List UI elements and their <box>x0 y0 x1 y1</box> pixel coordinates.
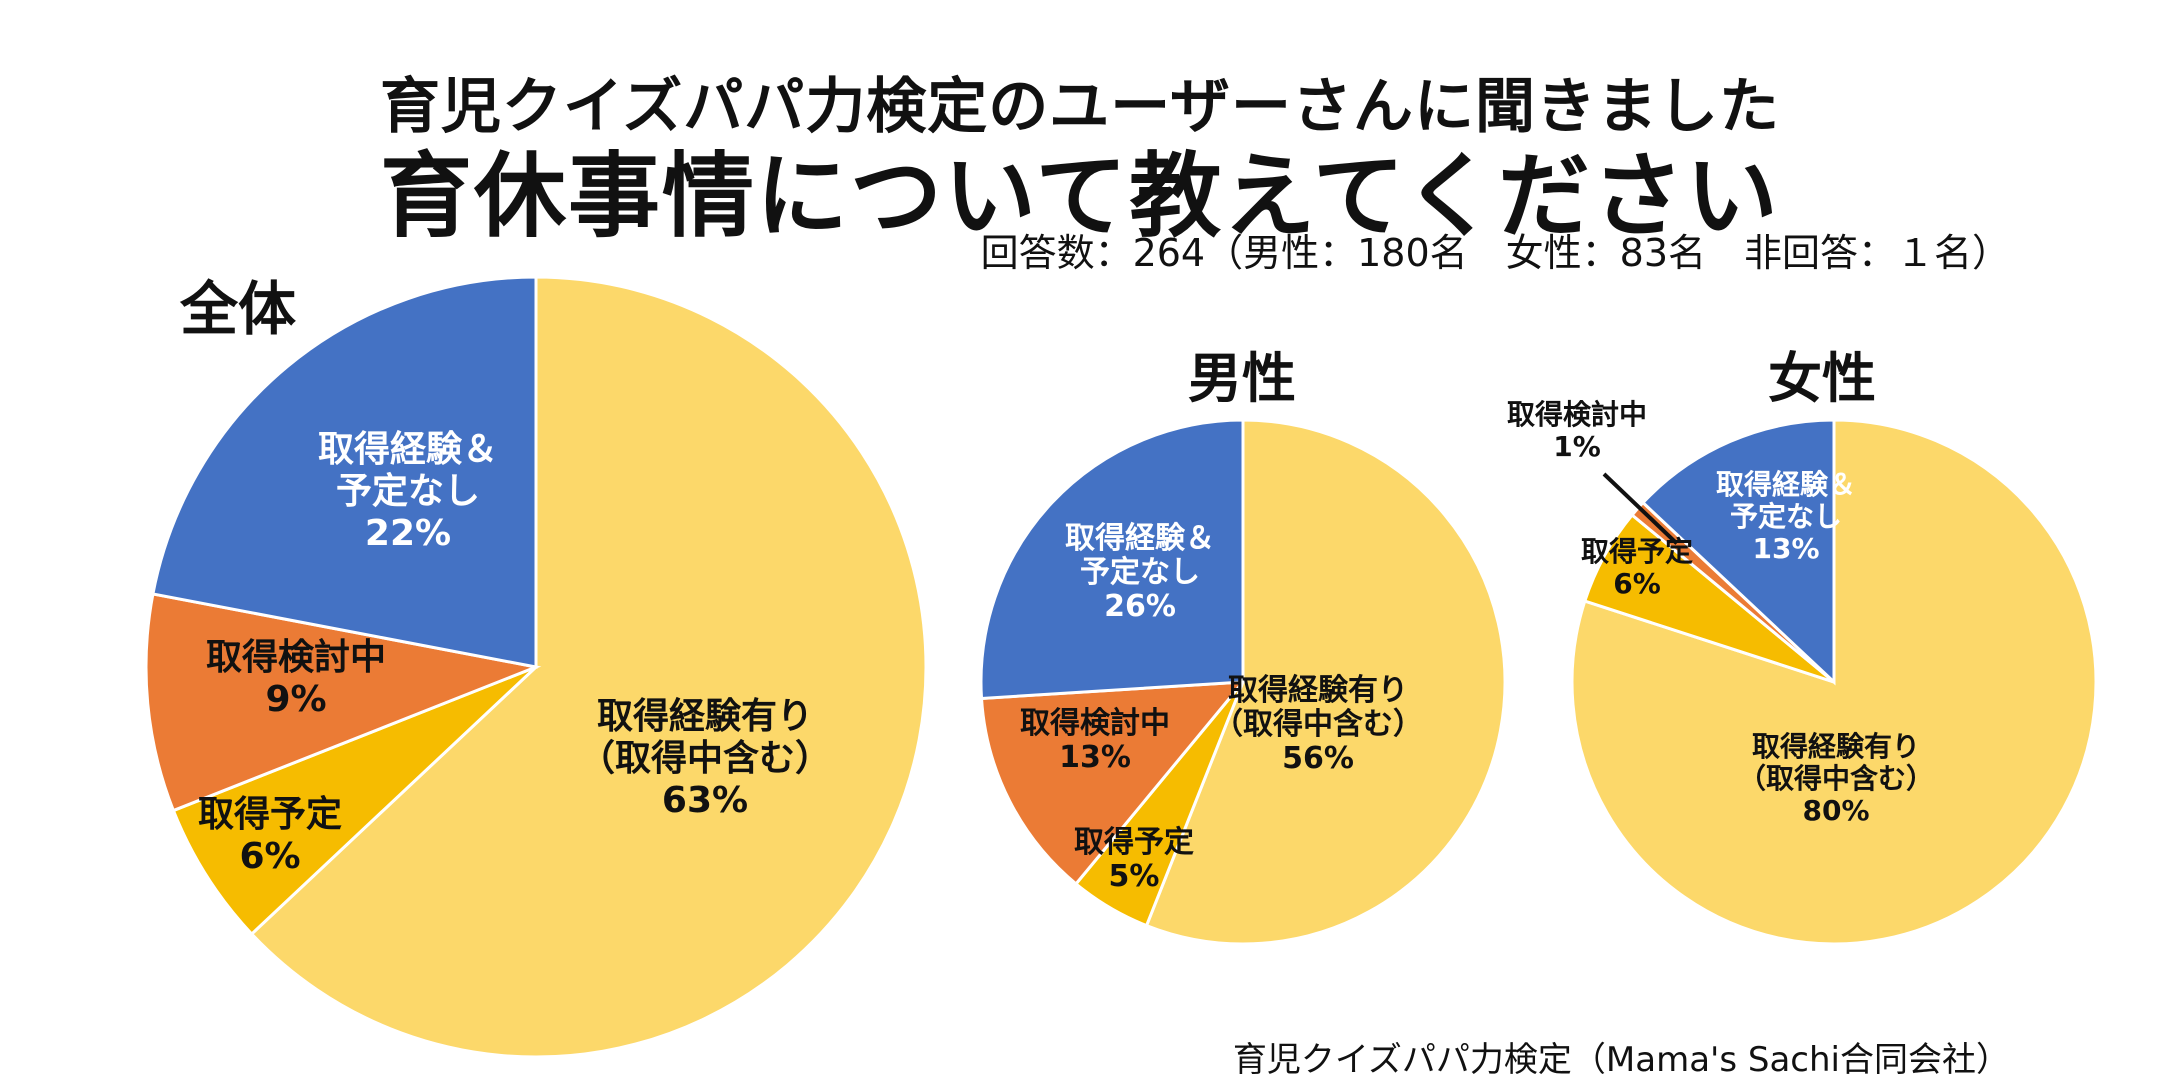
slice-label-1-0: 取得経験有り（取得中含む） 56% <box>1213 673 1423 776</box>
slice-label-line: 6% <box>239 836 300 877</box>
slice-label-0-1: 取得予定 6% <box>198 794 342 877</box>
pie-slice-0-3 <box>151 275 538 669</box>
slice-label-line: 5% <box>1109 859 1160 894</box>
source-credit: 育児クイズパパ力検定（Mama's Sachi合同会社） <box>1232 1040 2010 1080</box>
slice-label-2-2: 取得検討中 1% <box>1507 398 1647 463</box>
slice-label-2-3: 取得経験＆予定なし 13% <box>1716 468 1856 565</box>
slice-label-line: 63% <box>662 780 748 821</box>
slice-label-line: 13% <box>1059 740 1131 775</box>
leader-line-2 <box>1602 472 1679 545</box>
slice-label-line: 80% <box>1802 794 1869 827</box>
pie-slice-0-2 <box>144 592 542 813</box>
slice-label-line: （取得中含む） <box>1213 707 1423 742</box>
slice-label-0-3: 取得経験＆予定なし 22% <box>318 429 498 554</box>
pie-slice-0-0 <box>249 275 928 1059</box>
headline: 育児クイズパパ力検定のユーザーさんに聞きました <box>380 72 1780 142</box>
pie-slice-1-0 <box>1144 418 1507 946</box>
subheadline: 育休事情について教えてください <box>380 143 1780 250</box>
slice-label-line: 22% <box>365 513 451 554</box>
slice-label-line: 取得予定 <box>1074 825 1194 860</box>
chart-title-overall: 全体 <box>180 275 297 343</box>
slice-label-line: 取得経験＆ <box>1065 521 1215 556</box>
slice-label-line: 取得予定 <box>1581 535 1693 568</box>
slice-label-0-2: 取得検討中 9% <box>206 637 386 720</box>
slice-label-1-1: 取得予定 5% <box>1074 825 1194 894</box>
respondent-counts: 回答数：264（男性：180名 女性：83名 非回答：１名） <box>980 231 2010 275</box>
chart-title-female: 女性 <box>1768 347 1876 410</box>
slice-label-line: 予定なし <box>1080 555 1200 590</box>
slice-label-2-0: 取得経験有り（取得中含む） 80% <box>1738 730 1934 827</box>
slice-label-line: 56% <box>1282 741 1354 776</box>
slice-label-0-0: 取得経験有り（取得中含む） 63% <box>579 696 831 821</box>
slice-label-line: 26% <box>1104 589 1176 624</box>
slice-label-line: （取得中含む） <box>1738 762 1934 795</box>
pie-slice-2-3 <box>1640 418 1836 686</box>
slice-label-line: 取得経験有り <box>597 696 813 737</box>
slice-label-line: 取得経験＆ <box>318 429 498 470</box>
slice-label-line: 13% <box>1752 532 1819 565</box>
pie-slice-1-2 <box>979 680 1247 886</box>
slice-label-1-2: 取得検討中 13% <box>1020 706 1170 775</box>
pie-chart-2: 取得経験有り（取得中含む） 80% 取得予定 6% 取得検討中 1% 取得経験＆予定なし 13… <box>1507 398 2098 946</box>
pie-chart-0: 取得経験有り（取得中含む） 63% 取得予定 6% 取得検討中 9% 取得経験＆予定なし 22… <box>144 275 928 1059</box>
pie-slice-0-1 <box>171 665 538 937</box>
slice-label-line: 取得経験有り <box>1752 730 1920 763</box>
slice-label-line: 取得経験＆ <box>1716 468 1856 501</box>
pie-chart-1: 取得経験有り（取得中含む） 56% 取得予定 5% 取得検討中 13% 取得経験＆予定なし 2… <box>979 418 1507 946</box>
slice-label-line: 予定なし <box>336 471 480 512</box>
pie-slice-2-0 <box>1570 418 2098 946</box>
slice-label-line: 取得検討中 <box>1507 398 1647 431</box>
slice-label-line: 取得検討中 <box>206 637 386 678</box>
pie-slice-1-3 <box>979 418 1245 701</box>
chart-title-male: 男性 <box>1188 347 1296 410</box>
slice-label-line: 取得経験有り <box>1228 673 1408 708</box>
slice-label-line: 9% <box>265 679 326 720</box>
slice-label-line: 取得予定 <box>198 794 342 835</box>
slice-label-2-1: 取得予定 6% <box>1581 535 1693 600</box>
slice-label-line: 1% <box>1553 430 1601 463</box>
slice-label-line: （取得中含む） <box>579 738 831 779</box>
slice-label-line: 予定なし <box>1730 500 1842 533</box>
slice-label-line: 取得検討中 <box>1020 706 1170 741</box>
slice-label-1-3: 取得経験＆予定なし 26% <box>1065 521 1215 624</box>
slice-label-line: 6% <box>1613 567 1661 600</box>
